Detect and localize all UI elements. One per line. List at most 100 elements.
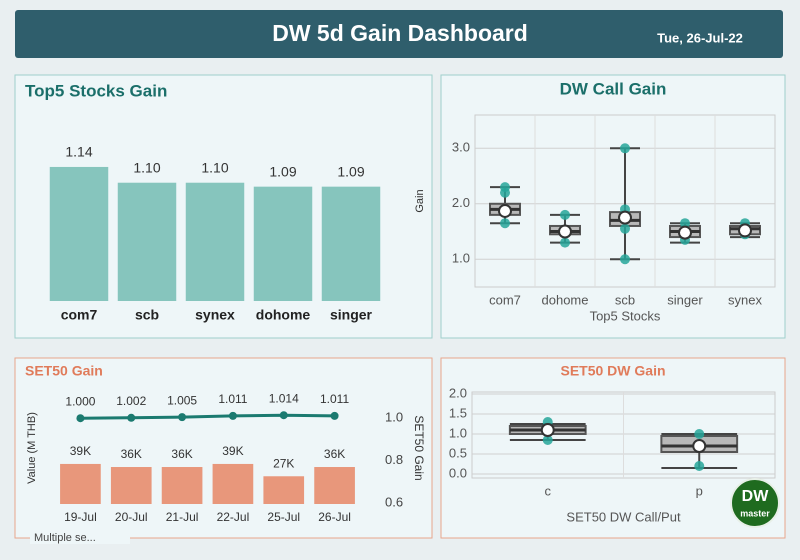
value-label: 36K xyxy=(324,447,345,461)
line-point xyxy=(279,411,288,420)
logo xyxy=(730,478,780,528)
y-tick-label: 3.0 xyxy=(452,140,470,155)
y2-axis-label: SET50 Gain xyxy=(412,415,426,480)
x-tick-label: 22-Jul xyxy=(217,510,250,524)
line-point xyxy=(178,413,187,422)
bar xyxy=(161,467,203,504)
point xyxy=(694,429,705,439)
value-label: 1.005 xyxy=(167,393,197,407)
panel xyxy=(14,357,433,539)
bar xyxy=(263,476,305,504)
mean xyxy=(618,210,632,225)
value-label: 1.09 xyxy=(269,163,296,179)
y-tick-label: 0.5 xyxy=(449,445,467,460)
x-tick-label: com7 xyxy=(489,292,521,307)
value-label: 1.10 xyxy=(201,159,228,175)
plot-area xyxy=(474,114,776,288)
mean xyxy=(498,203,512,218)
line-point xyxy=(76,414,85,423)
bar xyxy=(212,463,254,504)
y2-tick-label: 1.0 xyxy=(385,410,403,425)
line-point xyxy=(228,411,237,420)
value-label: 1.014 xyxy=(269,391,299,405)
value-label: 1.011 xyxy=(320,392,349,406)
dashboard-date: Tue, 26-Jul-22 xyxy=(657,30,743,45)
value-label: 1.14 xyxy=(65,144,92,160)
bar xyxy=(185,182,245,301)
filter-dropdown[interactable] xyxy=(30,530,130,544)
panel-title: SET50 DW Gain xyxy=(560,363,665,379)
bar xyxy=(117,182,177,301)
point xyxy=(680,218,690,229)
y-tick-label: 1.0 xyxy=(452,251,470,266)
x-tick-label: dohome xyxy=(256,307,311,323)
point xyxy=(500,187,510,198)
x-tick-label: dohome xyxy=(542,292,589,307)
logo-text: DW xyxy=(742,488,770,505)
mean xyxy=(692,439,707,453)
logo-subtext: master xyxy=(740,508,770,518)
x-tick-label: scb xyxy=(135,307,159,323)
filter-text[interactable]: Multiple se... xyxy=(34,532,96,544)
bar xyxy=(253,186,313,301)
line-point xyxy=(127,413,136,422)
x-tick-label: 20-Jul xyxy=(115,510,148,524)
bar xyxy=(49,166,109,301)
x-tick-label: synex xyxy=(728,292,762,307)
bar xyxy=(60,463,101,504)
y2-tick-label: 0.8 xyxy=(385,452,403,467)
bar xyxy=(110,467,152,504)
x-tick-label: singer xyxy=(667,292,703,307)
point xyxy=(620,254,630,265)
y-tick-label: 2.0 xyxy=(452,195,470,210)
x-tick-label: p xyxy=(696,483,703,498)
x-tick-label: scb xyxy=(615,292,635,307)
x-axis-label: SET50 DW Call/Put xyxy=(566,509,681,524)
point xyxy=(560,237,570,248)
line-point xyxy=(330,411,339,420)
value-label: 27K xyxy=(273,456,294,470)
mean xyxy=(678,225,692,240)
x-tick-label: synex xyxy=(195,307,235,323)
point xyxy=(694,461,705,471)
value-label: 39K xyxy=(222,444,243,458)
value-label: 36K xyxy=(121,447,142,461)
y2-tick-label: 0.6 xyxy=(385,494,403,509)
panel-title: DW Call Gain xyxy=(560,79,667,98)
point xyxy=(560,209,570,220)
dashboard-title: DW 5d Gain Dashboard xyxy=(272,20,528,46)
x-tick-label: singer xyxy=(330,307,373,323)
x-axis-label: Top5 Stocks xyxy=(590,308,661,323)
x-tick-label: c xyxy=(545,483,552,498)
bar xyxy=(314,467,355,504)
panel-title: SET50 Gain xyxy=(25,363,103,379)
x-tick-label: 26-Jul xyxy=(318,510,351,524)
bar xyxy=(321,186,381,301)
value-label: 1.09 xyxy=(337,163,364,179)
x-tick-label: 25-Jul xyxy=(267,510,300,524)
line xyxy=(80,413,335,420)
y-tick-label: 1.5 xyxy=(449,405,467,420)
panel-title: Top5 Stocks Gain xyxy=(25,81,167,100)
y-tick-label: 1.0 xyxy=(449,425,467,440)
x-tick-label: com7 xyxy=(61,307,98,323)
value-label: 39K xyxy=(70,444,91,458)
point xyxy=(620,143,630,154)
y-axis-label: Gain xyxy=(414,189,426,212)
mean xyxy=(540,423,555,437)
value-label: 1.011 xyxy=(218,392,247,406)
y-tick-label: 2.0 xyxy=(449,385,467,400)
y-tick-label: 0.0 xyxy=(449,465,467,480)
value-label: 36K xyxy=(171,447,192,461)
header-bar xyxy=(15,10,783,58)
point xyxy=(500,218,510,229)
value-label: 1.002 xyxy=(116,394,146,408)
mean xyxy=(558,224,572,239)
x-tick-label: 21-Jul xyxy=(166,510,199,524)
point xyxy=(542,435,553,445)
mean xyxy=(738,223,752,238)
value-label: 1.000 xyxy=(65,394,95,408)
x-tick-label: 19-Jul xyxy=(64,510,97,524)
